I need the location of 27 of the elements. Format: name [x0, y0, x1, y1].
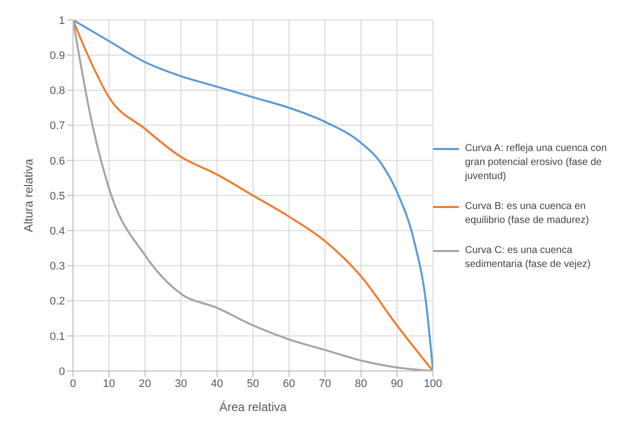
y-tick-label: 0.1 — [50, 330, 65, 343]
x-tick-label: 100 — [424, 378, 442, 390]
x-tick-label: 10 — [102, 378, 116, 390]
y-axis-title: Altura relativa — [21, 158, 36, 232]
y-tick-label: 0 — [58, 366, 65, 378]
y-tick-label: 0.2 — [50, 296, 65, 308]
x-tick-label: 90 — [390, 378, 404, 390]
x-tick-label: 30 — [174, 378, 188, 390]
x-tick-label: 80 — [354, 378, 368, 390]
legend-label: Curva A: refleja una cuenca con gran potencial erosivo (fase de juventud) — [465, 142, 608, 184]
y-tick-label: 0.8 — [50, 85, 65, 98]
y-tick-label: 0.7 — [50, 120, 65, 132]
x-tick-label: 0 — [70, 378, 76, 390]
x-tick-label: 40 — [210, 378, 224, 390]
x-tick-label: 60 — [282, 378, 296, 390]
y-tick-label: 0.4 — [50, 226, 65, 238]
x-tick-label: 50 — [246, 378, 260, 390]
x-axis-title: Área relativa — [219, 400, 288, 414]
y-tick-label: 0.9 — [50, 50, 65, 62]
legend-label: Curva B: es una cuenca en equilibrio (fase de madurez) — [465, 200, 590, 228]
x-tick-label: 20 — [138, 378, 152, 390]
y-tick-label: 1 — [58, 14, 65, 27]
y-tick-label: 0.3 — [50, 260, 65, 273]
y-tick-label: 0.6 — [50, 155, 65, 168]
x-tick-label: 70 — [318, 378, 332, 390]
y-tick-label: 0.5 — [50, 190, 65, 202]
legend-label: Curva C: es una cuenca sedimentaria (fase de vejez) — [465, 244, 592, 272]
